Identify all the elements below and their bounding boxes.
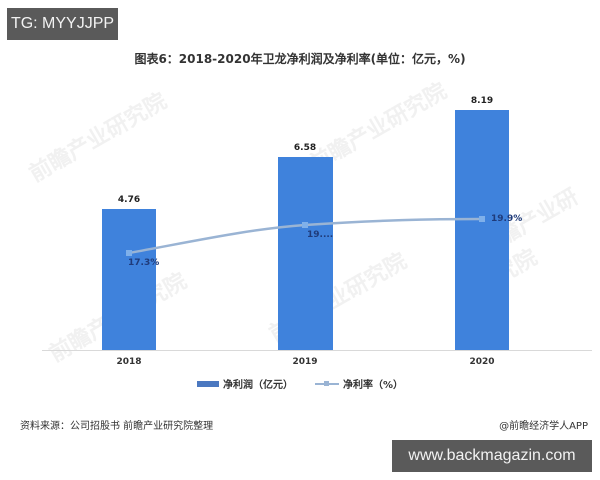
bar-2019 (278, 157, 333, 350)
tg-overlay-badge: TG: MYYJJPP (7, 8, 118, 40)
chart-legend: 净利润（亿元） 净利率（%） (0, 376, 600, 391)
legend-item-net-profit: 净利润（亿元） (196, 376, 293, 391)
line-marker (126, 250, 132, 256)
bar-value-2018: 4.76 (117, 195, 141, 205)
line-swatch-icon (314, 380, 339, 388)
bar-2018 (102, 209, 156, 350)
source-note: 资料来源：公司招股书 前瞻产业研究院整理 (20, 421, 214, 432)
line-value-2018: 17.3% (128, 258, 160, 268)
x-axis-line (42, 350, 592, 351)
bar-value-2019: 6.58 (293, 143, 317, 153)
credit-note: @前瞻经济学人APP (499, 421, 588, 432)
legend-label-net-profit: 净利润（亿元） (222, 380, 293, 391)
bar-2020 (455, 110, 509, 350)
x-tick-2019: 2019 (292, 357, 318, 367)
site-overlay-badge: www.backmagazin.com (392, 440, 592, 472)
chart-title: 图表6：2018-2020年卫龙净利润及净利率(单位：亿元，%) (134, 52, 466, 66)
bar-swatch-icon (196, 380, 219, 387)
legend-item-net-margin: 净利率（%） (314, 376, 404, 391)
x-tick-2018: 2018 (116, 357, 142, 367)
x-tick-2020: 2020 (469, 357, 495, 367)
bar-value-2020: 8.19 (470, 96, 494, 106)
line-marker (302, 222, 308, 228)
line-value-2020: 19.9% (491, 214, 523, 224)
line-value-2019: 19.... (307, 230, 334, 240)
legend-label-net-margin: 净利率（%） (342, 380, 404, 391)
line-marker (479, 216, 485, 222)
